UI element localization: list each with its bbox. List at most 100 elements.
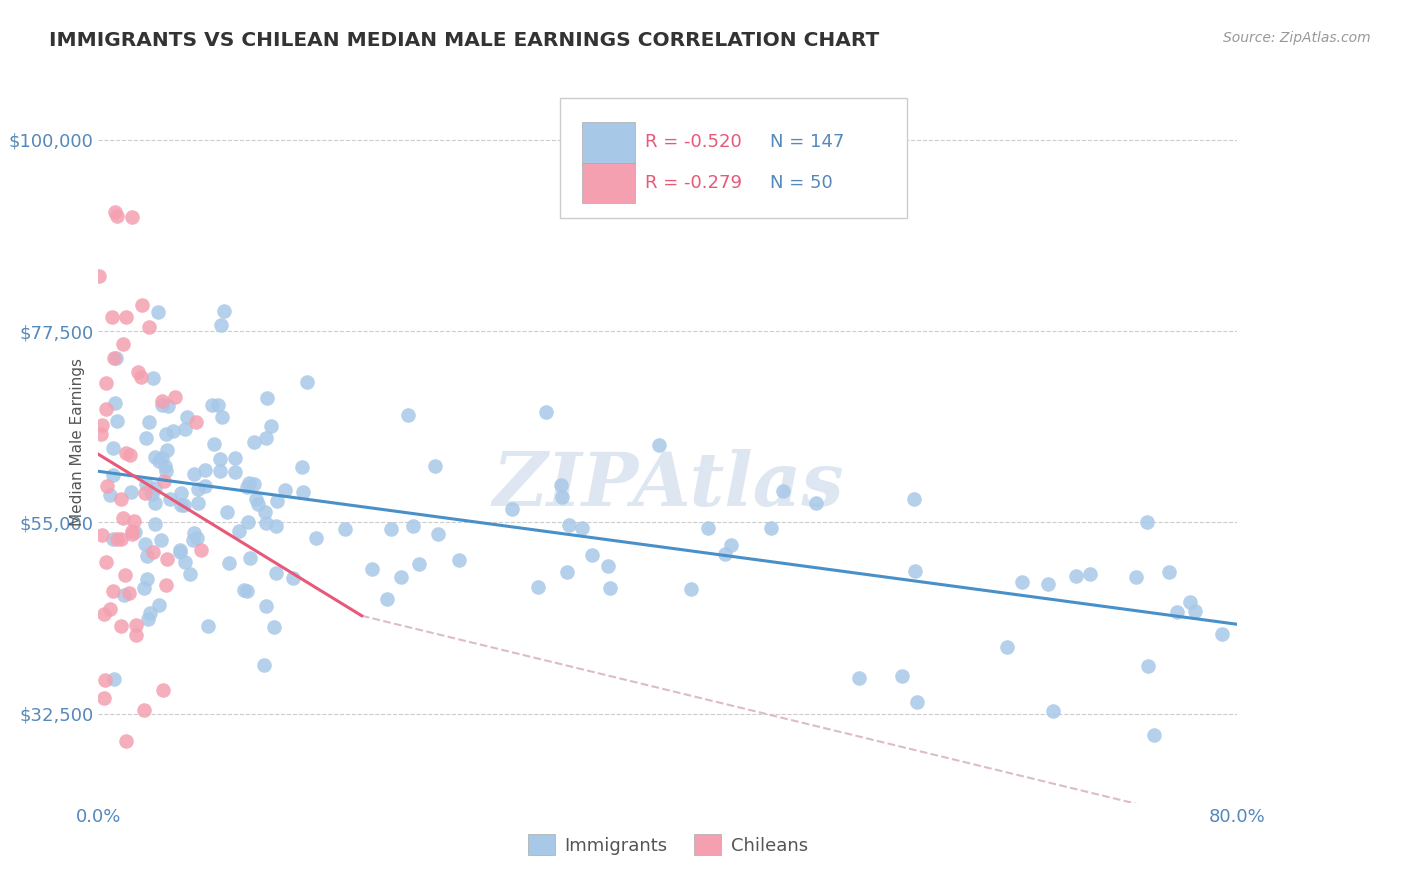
Point [127, 364, 149, 378]
Point [141, 486, 163, 500]
Point [114, 568, 136, 582]
Text: R = -0.520: R = -0.520 [645, 134, 742, 152]
Point [236, 480, 259, 494]
Point [423, 458, 446, 473]
Point [377, 592, 399, 607]
Point [891, 669, 914, 683]
Point [1042, 704, 1064, 718]
Point [281, 571, 304, 585]
Point [211, 410, 233, 425]
Point [1143, 728, 1166, 742]
Point [232, 582, 254, 597]
Point [110, 532, 132, 546]
Point [94, 673, 117, 687]
Point [148, 454, 170, 468]
Point [772, 483, 794, 498]
Point [1136, 659, 1159, 673]
Point [105, 532, 128, 546]
FancyBboxPatch shape [582, 162, 636, 203]
Point [143, 516, 166, 531]
Point [183, 467, 205, 482]
Legend: Immigrants, Chileans: Immigrants, Chileans [520, 827, 815, 863]
Point [254, 431, 277, 445]
Point [254, 516, 277, 530]
Point [186, 531, 208, 545]
Point [236, 583, 259, 598]
Point [165, 391, 187, 405]
Point [162, 424, 184, 438]
Point [571, 521, 593, 535]
Point [907, 695, 929, 709]
Point [599, 582, 621, 596]
Point [170, 498, 193, 512]
Text: IMMIGRANTS VS CHILEAN MEDIAN MALE EARNINGS CORRELATION CHART: IMMIGRANTS VS CHILEAN MEDIAN MALE EARNIN… [49, 31, 880, 50]
Point [150, 393, 173, 408]
Point [224, 451, 246, 466]
Point [202, 436, 225, 450]
Point [103, 396, 125, 410]
Point [903, 491, 925, 506]
Point [134, 582, 156, 596]
Point [187, 496, 209, 510]
Point [214, 304, 236, 318]
Point [152, 475, 174, 489]
Point [679, 582, 702, 597]
Point [169, 543, 191, 558]
Point [101, 310, 124, 324]
Point [904, 564, 927, 578]
Point [170, 486, 193, 500]
Point [333, 522, 356, 536]
Point [138, 606, 160, 620]
Point [90, 528, 112, 542]
Point [142, 545, 165, 559]
Point [761, 521, 783, 535]
Point [121, 524, 143, 539]
Point [96, 479, 118, 493]
Point [98, 602, 121, 616]
Point [143, 450, 166, 464]
Point [238, 516, 260, 530]
Point [174, 555, 197, 569]
Y-axis label: Median Male Earnings: Median Male Earnings [69, 358, 84, 525]
Point [239, 550, 262, 565]
FancyBboxPatch shape [560, 98, 907, 218]
Point [305, 531, 328, 545]
Point [427, 526, 450, 541]
Point [201, 398, 224, 412]
Point [94, 376, 117, 391]
Point [253, 657, 276, 672]
Point [110, 491, 132, 506]
Point [143, 496, 166, 510]
Point [207, 398, 229, 412]
Point [101, 468, 124, 483]
Point [648, 438, 671, 452]
Point [94, 555, 117, 569]
Point [103, 351, 125, 365]
Point [121, 210, 143, 224]
Point [408, 557, 430, 571]
Point [1125, 569, 1147, 583]
Point [122, 514, 145, 528]
Point [98, 488, 121, 502]
Point [389, 570, 412, 584]
Point [187, 482, 209, 496]
Point [449, 553, 471, 567]
Point [134, 537, 156, 551]
Point [713, 547, 735, 561]
Point [266, 494, 288, 508]
Point [256, 391, 278, 405]
Point [124, 525, 146, 540]
Point [150, 451, 173, 466]
Point [176, 410, 198, 425]
Point [104, 204, 127, 219]
Point [134, 703, 156, 717]
Point [1136, 515, 1159, 529]
Point [848, 672, 870, 686]
Point [380, 523, 402, 537]
Point [804, 496, 827, 510]
Point [93, 690, 115, 705]
Point [118, 585, 141, 599]
Point [94, 401, 117, 416]
Text: R = -0.279: R = -0.279 [645, 174, 742, 192]
Point [190, 542, 212, 557]
